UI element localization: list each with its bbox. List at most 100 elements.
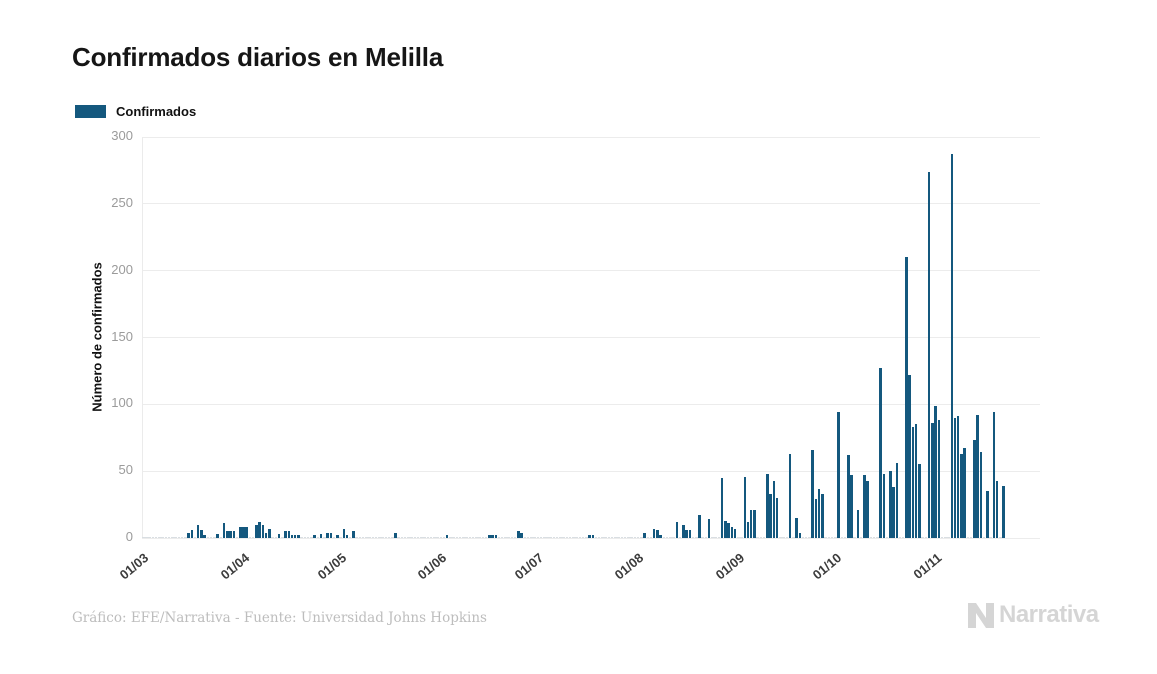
bar-day-264 [995, 480, 999, 538]
bar-day-132-zero [568, 536, 572, 538]
bar-day-38 [264, 532, 268, 538]
gridline-150 [142, 337, 1040, 338]
bar-day-246 [937, 420, 941, 538]
bar-day-84-zero [413, 536, 417, 538]
gridline-300 [142, 136, 1040, 138]
bar-day-245 [934, 405, 937, 538]
bar-day-97-zero [455, 536, 459, 538]
bar-day-106-zero [484, 536, 488, 538]
bar-day-155 [643, 532, 646, 538]
y-tick-label-250: 250 [111, 194, 133, 210]
bar-day-159 [656, 529, 659, 538]
bar-day-114-zero [510, 536, 514, 538]
bar-day-229 [882, 473, 886, 538]
bar-day-212-zero [827, 536, 831, 538]
bar-day-263 [992, 412, 996, 538]
bar-day-221 [856, 509, 860, 538]
bar-day-22-zero [213, 536, 216, 538]
bar-day-197-zero [779, 536, 782, 538]
bar-day-234-zero [898, 536, 902, 538]
bar-day-217-zero [843, 536, 847, 538]
bar-day-254 [963, 448, 966, 538]
bar-day-25 [222, 523, 226, 538]
bar-day-135-zero [578, 536, 582, 538]
bar-day-206-zero [808, 536, 811, 538]
bar-day-14 [187, 532, 190, 538]
gridline-50 [142, 470, 1040, 472]
bar-day-208 [814, 499, 818, 538]
bar-day-167 [682, 524, 685, 538]
narrativa-n-icon [968, 603, 994, 628]
bar-day-71-zero [371, 536, 375, 538]
narrativa-logo-text: Narrativa [999, 601, 1099, 628]
bar-day-90-zero [433, 536, 436, 538]
bar-day-98-zero [458, 536, 462, 538]
bar-day-129-zero [559, 536, 562, 538]
bar-day-2-zero [148, 536, 151, 538]
bar-day-203 [798, 532, 801, 538]
bar-day-60 [336, 535, 339, 538]
bar-day-61-zero [339, 536, 342, 538]
bar-day-251 [953, 417, 957, 538]
bar-day-235-zero [901, 536, 905, 538]
bar-day-128-zero [555, 536, 559, 538]
bar-day-120-zero [530, 536, 533, 538]
bar-day-226-zero [872, 536, 876, 538]
bar-day-170-zero [691, 536, 695, 538]
bar-day-41-zero [274, 536, 278, 538]
bar-day-160 [659, 535, 662, 538]
bar-day-54-zero [316, 536, 320, 538]
bar-day-219 [850, 475, 853, 538]
y-tick-label-300: 300 [111, 128, 133, 143]
bar-day-143-zero [604, 536, 607, 538]
bar-day-141-zero [597, 536, 601, 538]
narrativa-logo: Narrativa [966, 601, 1099, 629]
bar-day-239 [914, 424, 918, 538]
bar-day-216-zero [840, 536, 844, 538]
x-tick-label-01-03: 01/03 [117, 550, 152, 583]
bar-day-154-zero [640, 536, 643, 538]
bar-day-11-zero [177, 536, 181, 538]
bar-day-81-zero [403, 536, 407, 538]
bar-day-224 [866, 480, 869, 538]
bar-day-136-zero [581, 536, 585, 538]
bar-day-57 [326, 532, 329, 538]
bar-day-36 [258, 521, 261, 538]
x-tick-label-01-08: 01/08 [611, 550, 647, 583]
bar-day-173-zero [701, 536, 704, 538]
bar-day-149-zero [623, 536, 627, 538]
bar-day-100-zero [465, 536, 468, 538]
bar-day-236 [905, 257, 908, 538]
bar-day-40-zero [271, 536, 274, 538]
bar-day-72-zero [374, 536, 378, 538]
bar-day-131-zero [565, 536, 569, 538]
bar-day-12-zero [180, 536, 184, 538]
bar-day-76-zero [387, 536, 391, 538]
x-tick-label-01-04: 01/04 [217, 550, 252, 583]
y-tick-label-200: 200 [111, 261, 133, 277]
bar-day-77-zero [391, 536, 394, 538]
bar-day-215 [837, 412, 840, 538]
bar-day-172 [698, 515, 701, 538]
footer-credit: Gráfico: EFE/Narrativa - Fuente: Univers… [72, 610, 487, 626]
bar-day-262-zero [989, 536, 992, 538]
bar-day-108 [491, 535, 494, 538]
bar-day-37 [261, 524, 265, 538]
bar-day-121-zero [533, 536, 536, 538]
bar-day-133-zero [572, 536, 575, 538]
bar-day-87-zero [423, 536, 426, 538]
bar-day-21-zero [209, 536, 213, 538]
bar-day-249-zero [947, 536, 950, 538]
bar-day-137-zero [585, 536, 588, 538]
bar-day-47 [293, 535, 297, 538]
x-tick-label-01-06: 01/06 [414, 550, 450, 583]
bar-day-85-zero [416, 536, 420, 538]
bar-day-207 [811, 449, 814, 538]
bar-day-101-zero [468, 536, 472, 538]
bar-day-200 [788, 453, 792, 538]
bar-day-50-zero [303, 536, 307, 538]
bar-day-68-zero [361, 536, 365, 538]
x-tick-label-01-07: 01/07 [511, 550, 547, 583]
bar-day-70-zero [368, 536, 371, 538]
bar-day-151-zero [630, 536, 633, 538]
